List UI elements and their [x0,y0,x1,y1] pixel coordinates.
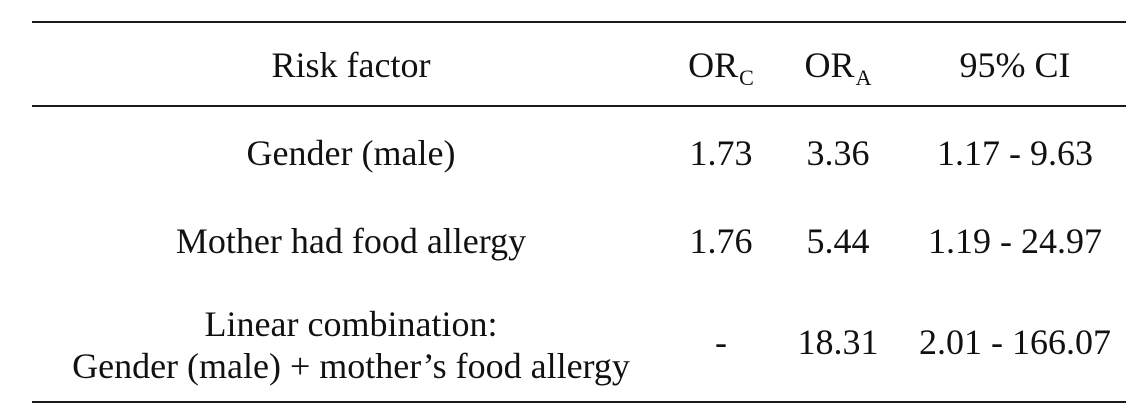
top-rule [32,21,1126,23]
header-rule [32,105,1126,107]
row-2-or-a: 5.44 [806,221,870,261]
row-1-or-a: 3.36 [806,133,870,173]
row-3-or-c: - [715,322,727,362]
header-or-c-subscript: C [739,65,754,90]
header-or-c-main: OR [688,45,739,85]
row-1-or-c: 1.73 [689,133,753,173]
row-1-ci: 1.17 - 9.63 [937,133,1093,173]
header-risk-factor: Risk factor [271,45,431,85]
header-or-a: ORA [805,43,872,92]
row-2-or-c: 1.76 [689,221,753,261]
row-3-ci: 2.01 - 166.07 [919,322,1111,362]
row-3-or-a: 18.31 [797,322,879,362]
header-or-c: ORC [688,43,754,92]
header-or-a-main: OR [804,45,855,85]
bottom-rule [32,401,1126,403]
row-2-risk-factor: Mother had food allergy [175,221,527,261]
row-3-risk-factor-line-2: Gender (male) + mother’s food allergy [72,346,630,386]
row-1-risk-factor: Gender (male) [246,133,456,173]
header-or-a-subscript: A [855,65,872,90]
header-ci: 95% CI [959,45,1071,85]
row-3-risk-factor-line-1: Linear combination: [204,304,498,344]
row-2-ci: 1.19 - 24.97 [928,221,1102,261]
